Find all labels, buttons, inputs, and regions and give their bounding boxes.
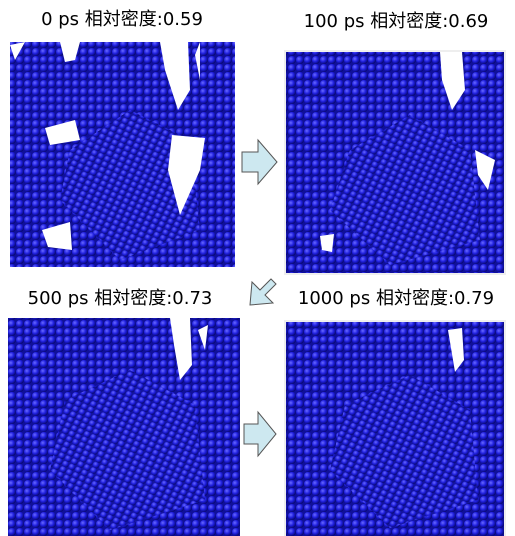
snapshot-image bbox=[284, 50, 506, 275]
snapshot-image bbox=[284, 320, 506, 536]
snapshot-image bbox=[10, 42, 235, 267]
arrow bbox=[243, 410, 277, 458]
snapshot-image bbox=[8, 318, 240, 536]
panel-label: 0 ps 相対密度:0.59 bbox=[41, 9, 203, 30]
panel-label: 500 ps 相対密度:0.73 bbox=[28, 288, 213, 309]
arrow bbox=[241, 138, 278, 186]
panel-label: 100 ps 相対密度:0.69 bbox=[304, 11, 489, 32]
arrow bbox=[249, 278, 277, 306]
panel-label: 1000 ps 相対密度:0.79 bbox=[298, 288, 494, 309]
